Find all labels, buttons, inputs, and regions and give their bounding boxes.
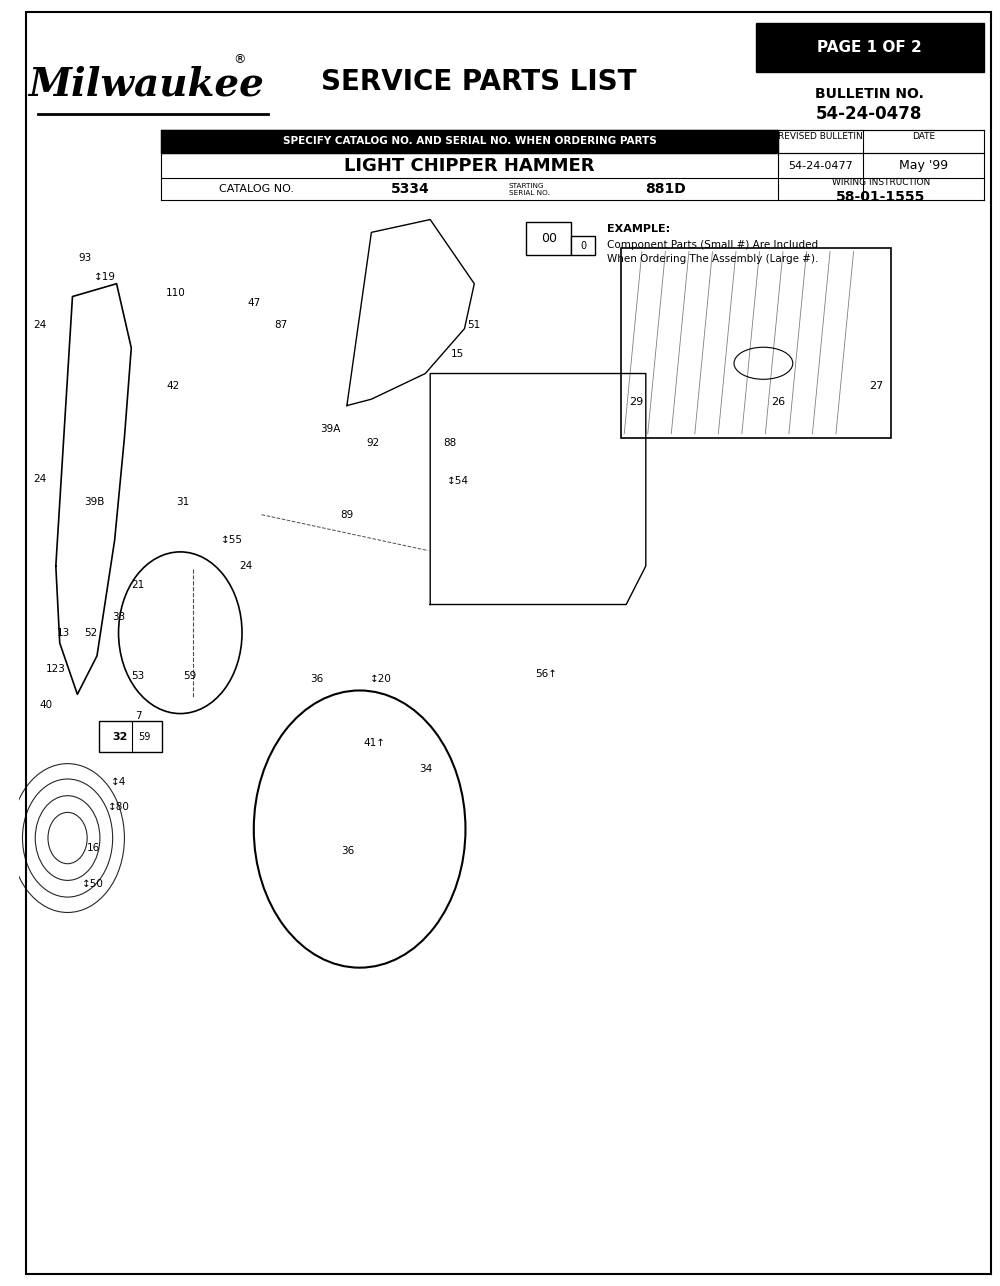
Text: WIRING INSTRUCTION: WIRING INSTRUCTION xyxy=(832,179,930,188)
Text: DATE: DATE xyxy=(912,131,935,140)
Bar xyxy=(161,130,778,153)
Text: 0: 0 xyxy=(580,242,586,252)
Text: 59: 59 xyxy=(138,732,150,742)
Text: PAGE 1 OF 2: PAGE 1 OF 2 xyxy=(817,40,922,55)
Text: 15: 15 xyxy=(451,350,464,359)
Text: 123: 123 xyxy=(46,664,66,674)
Text: ↕80: ↕80 xyxy=(108,802,129,813)
Text: 52: 52 xyxy=(84,628,98,638)
Text: BULLETIN NO.: BULLETIN NO. xyxy=(815,86,924,100)
Text: 24: 24 xyxy=(34,320,47,329)
Text: 51: 51 xyxy=(468,320,481,329)
Bar xyxy=(526,222,571,256)
Text: 56↑: 56↑ xyxy=(535,669,557,679)
Text: 31: 31 xyxy=(177,496,190,507)
Text: 89: 89 xyxy=(340,509,354,520)
Text: 41↑: 41↑ xyxy=(363,738,385,748)
Text: 24: 24 xyxy=(34,473,47,484)
Text: 7: 7 xyxy=(135,711,141,721)
Text: Milwaukee: Milwaukee xyxy=(28,66,264,104)
Text: 53: 53 xyxy=(132,671,145,682)
Text: ↕20: ↕20 xyxy=(370,674,392,684)
Bar xyxy=(161,153,778,179)
Text: 881D: 881D xyxy=(645,183,686,197)
Text: 110: 110 xyxy=(166,288,185,297)
Text: ®: ® xyxy=(233,53,245,66)
Text: 13: 13 xyxy=(57,628,70,638)
Text: ↕50: ↕50 xyxy=(82,880,104,889)
Bar xyxy=(756,23,984,72)
Bar xyxy=(571,237,595,256)
Text: 40: 40 xyxy=(39,700,53,710)
Text: 54-24-0478: 54-24-0478 xyxy=(816,105,922,123)
Text: 36: 36 xyxy=(310,674,323,684)
Text: CATALOG NO.: CATALOG NO. xyxy=(219,184,294,194)
Text: LIGHT CHIPPER HAMMER: LIGHT CHIPPER HAMMER xyxy=(344,157,595,175)
Text: 54-24-0477: 54-24-0477 xyxy=(788,161,853,171)
Text: 5334: 5334 xyxy=(391,183,430,197)
Text: 92: 92 xyxy=(367,437,380,448)
Text: 36: 36 xyxy=(341,846,354,856)
Text: 27: 27 xyxy=(869,382,883,391)
Text: 21: 21 xyxy=(132,580,145,590)
Text: 24: 24 xyxy=(239,561,253,571)
Text: 42: 42 xyxy=(167,382,180,391)
Text: SPECIFY CATALOG NO. AND SERIAL NO. WHEN ORDERING PARTS: SPECIFY CATALOG NO. AND SERIAL NO. WHEN … xyxy=(283,136,656,147)
Text: 58-01-1555: 58-01-1555 xyxy=(836,190,926,204)
Text: 29: 29 xyxy=(629,397,643,406)
Text: SERVICE PARTS LIST: SERVICE PARTS LIST xyxy=(321,68,637,96)
Text: Component Parts (Small #) Are Included: Component Parts (Small #) Are Included xyxy=(607,240,818,251)
Text: 88: 88 xyxy=(443,437,456,448)
Text: 47: 47 xyxy=(247,298,260,307)
Text: 87: 87 xyxy=(275,320,288,329)
Text: 39B: 39B xyxy=(84,496,104,507)
Text: EXAMPLE:: EXAMPLE: xyxy=(607,224,670,234)
Text: When Ordering The Assembly (Large #).: When Ordering The Assembly (Large #). xyxy=(607,255,818,265)
Text: 33: 33 xyxy=(112,612,125,622)
Text: ↕55: ↕55 xyxy=(221,535,243,545)
Text: REVISED BULLETIN: REVISED BULLETIN xyxy=(778,131,863,140)
Text: 00: 00 xyxy=(541,233,557,246)
Text: 59: 59 xyxy=(183,671,197,682)
Text: 93: 93 xyxy=(79,253,92,264)
Bar xyxy=(99,721,162,752)
Text: 34: 34 xyxy=(419,764,432,774)
Bar xyxy=(621,248,891,437)
Text: STARTING
SERIAL NO.: STARTING SERIAL NO. xyxy=(509,183,549,197)
Text: 16: 16 xyxy=(86,844,100,854)
Text: ↕19: ↕19 xyxy=(94,273,116,283)
Text: 39A: 39A xyxy=(320,423,340,433)
Text: 26: 26 xyxy=(771,397,785,406)
Text: ↕54: ↕54 xyxy=(447,476,469,486)
Text: May '99: May '99 xyxy=(899,159,948,172)
Text: 32: 32 xyxy=(112,732,127,742)
Text: ↕4: ↕4 xyxy=(111,777,126,787)
